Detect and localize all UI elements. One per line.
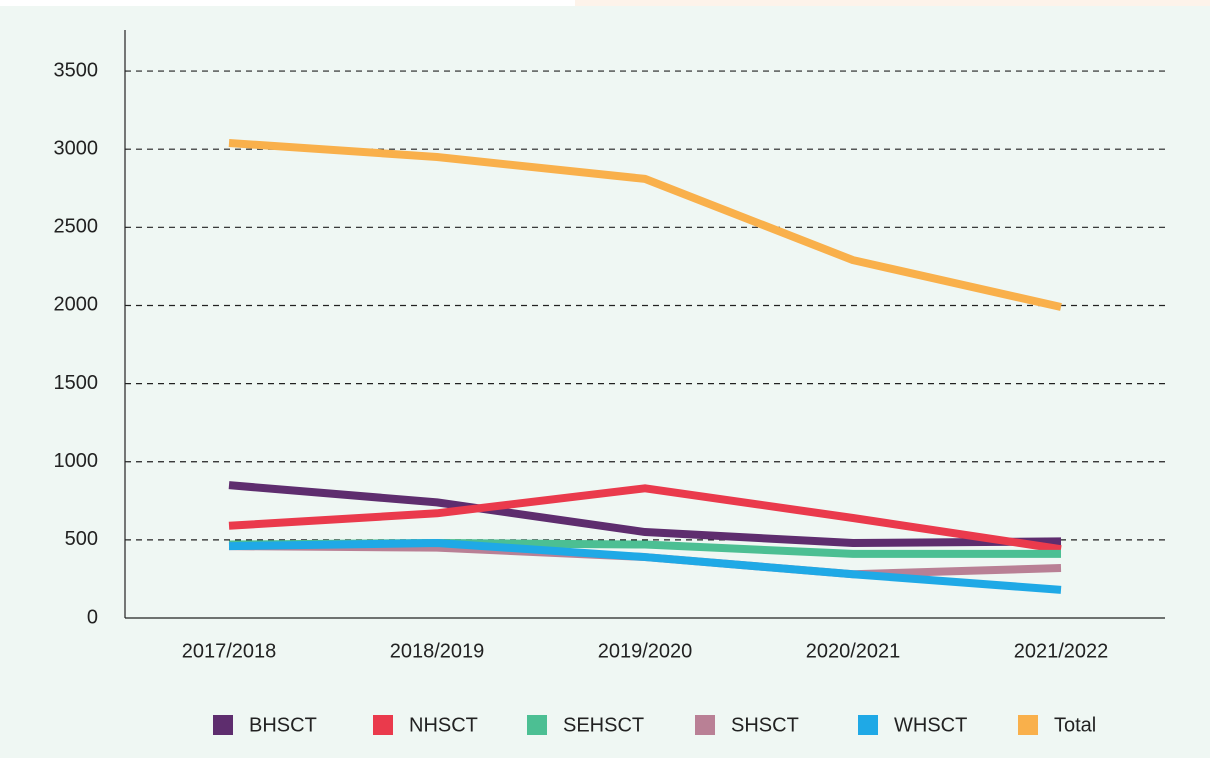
series-line — [228, 538, 1062, 594]
legend-label: SHSCT — [731, 714, 799, 736]
series-line — [228, 138, 1062, 311]
y-tick-label: 2000 — [54, 294, 99, 316]
x-tick-label: 2021/2022 — [1014, 640, 1109, 662]
legend-label: BHSCT — [249, 714, 317, 736]
legend-swatch — [373, 715, 393, 735]
y-tick-label: 1500 — [54, 372, 99, 394]
legend-swatch — [695, 715, 715, 735]
y-tick-label: 3000 — [54, 137, 99, 159]
y-tick-label: 500 — [65, 528, 98, 550]
y-tick-label: 1000 — [54, 450, 99, 472]
series-line — [228, 484, 1062, 554]
top-strip — [575, 0, 1210, 6]
legend-swatch — [527, 715, 547, 735]
y-tick-label: 2500 — [54, 216, 99, 238]
legend-swatch — [1018, 715, 1038, 735]
x-tick-label: 2019/2020 — [598, 640, 693, 662]
top-strip — [0, 0, 575, 6]
legend-label: Total — [1054, 714, 1096, 736]
series-line — [228, 481, 1062, 547]
x-tick-label: 2018/2019 — [390, 640, 485, 662]
legend-label: SEHSCT — [563, 714, 644, 736]
legend-swatch — [858, 715, 878, 735]
legend-label: WHSCT — [894, 714, 967, 736]
x-tick-label: 2020/2021 — [806, 640, 901, 662]
x-tick-label: 2017/2018 — [182, 640, 277, 662]
y-tick-label: 3500 — [54, 59, 99, 81]
legend-swatch — [213, 715, 233, 735]
y-tick-label: 0 — [87, 606, 98, 628]
legend-label: NHSCT — [409, 714, 478, 736]
